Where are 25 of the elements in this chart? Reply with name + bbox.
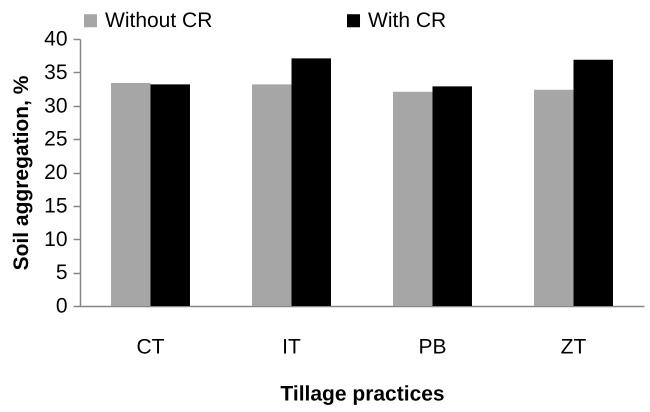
bar [111,83,150,306]
bar [393,92,432,306]
bar [292,58,331,306]
y-tick-label: 30 [44,94,68,118]
y-tick-label: 40 [44,28,68,50]
x-axis-title: Tillage practices [280,382,445,406]
x-tick-label: ZT [560,336,586,358]
bar [432,86,472,306]
y-tick-label: 25 [44,128,68,151]
y-axis-title: Soil aggregation, % [10,75,34,270]
legend-label: Without CR [105,8,212,32]
y-tick-label: 35 [44,60,68,84]
y-tick-label: 15 [44,194,68,218]
y-tick-label: 20 [44,161,68,184]
legend-label: With CR [368,8,446,32]
y-tick-label: 5 [56,261,68,284]
y-tick-label: 10 [44,228,68,251]
y-tick-label: 0 [56,294,68,318]
bar [252,84,292,306]
bar [574,60,613,306]
bar [534,90,574,306]
bar [150,84,190,306]
x-tick-label: IT [282,336,301,358]
x-tick-label: CT [136,336,165,358]
x-tick-label: PB [418,336,447,358]
